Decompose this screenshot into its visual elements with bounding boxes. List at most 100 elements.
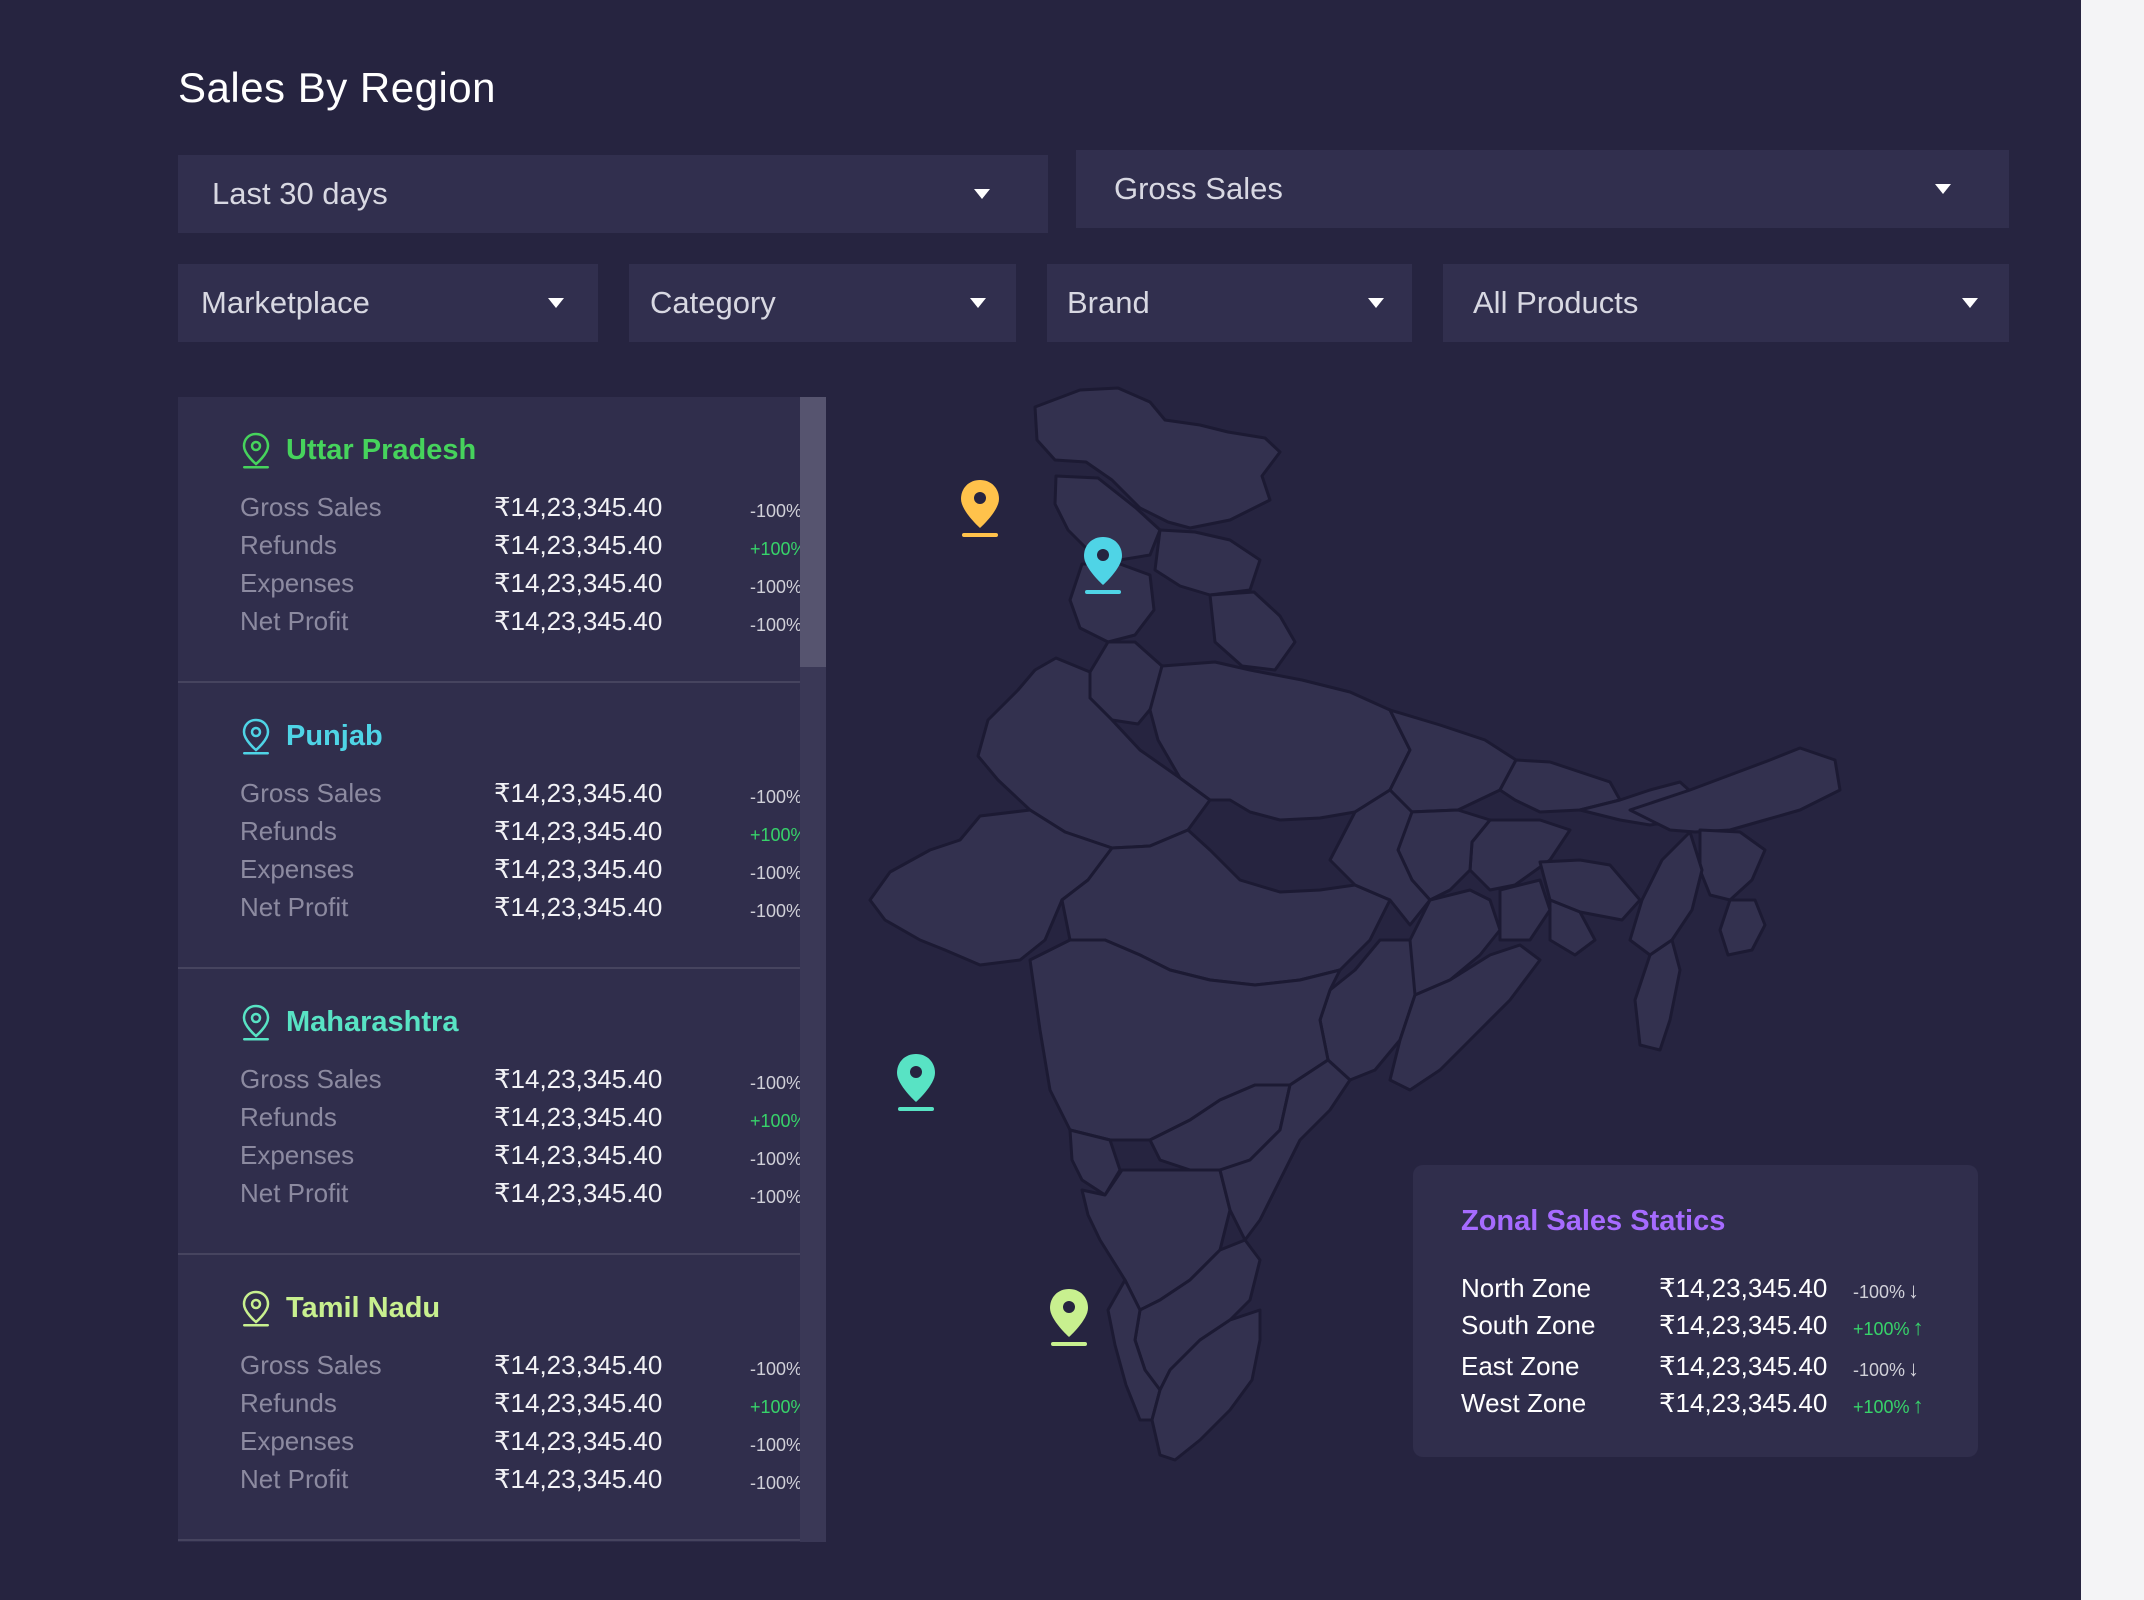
region-name: Maharashtra bbox=[286, 1005, 459, 1038]
caret-down-icon bbox=[1962, 298, 1978, 308]
zone-label: North Zone bbox=[1461, 1273, 1592, 1303]
change-percent: +100% bbox=[750, 825, 807, 845]
location-pin-icon bbox=[242, 432, 270, 469]
zonal-sales-title: Zonal Sales Statics bbox=[1461, 1205, 1726, 1237]
caret-down-icon bbox=[974, 189, 990, 199]
metric-value: ₹14,23,345.40 bbox=[494, 492, 663, 522]
metric-value: ₹14,23,345.40 bbox=[494, 1426, 663, 1456]
brand-select-value: Brand bbox=[1067, 285, 1150, 320]
region-name: Tamil Nadu bbox=[286, 1291, 441, 1324]
metric-row: Expenses₹14,23,345.40-100%↓ bbox=[240, 568, 816, 604]
region-card[interactable]: Uttar Pradesh Gross Sales ₹14,23,345.40 -10… bbox=[178, 397, 821, 683]
zone-label: East Zone bbox=[1461, 1351, 1580, 1381]
pin-center bbox=[250, 1012, 262, 1024]
metric-row: Refunds₹14,23,345.40+100%↑ bbox=[240, 1388, 821, 1424]
products-select-value: All Products bbox=[1473, 285, 1639, 320]
category-select-value: Category bbox=[650, 285, 776, 320]
region-card[interactable]: Maharashtra Gross Sales ₹14,23,345.40 -100%… bbox=[178, 969, 821, 1255]
zone-change: +100% ↑ bbox=[1853, 1393, 1924, 1419]
region-name: Uttar Pradesh bbox=[286, 433, 477, 466]
pin-outline bbox=[242, 718, 270, 752]
change-percent: -100% bbox=[750, 577, 803, 597]
metric-row: Gross Sales₹14,23,345.40-100%↓ bbox=[240, 492, 816, 528]
map-pin-maharashtra-icon[interactable] bbox=[894, 1052, 938, 1112]
pin-base bbox=[243, 1324, 269, 1327]
metric-value: ₹14,23,345.40 bbox=[494, 892, 663, 922]
zone-label: West Zone bbox=[1461, 1388, 1587, 1418]
brand-select[interactable]: Brand bbox=[1047, 264, 1412, 342]
metric-value: ₹14,23,345.40 bbox=[494, 1102, 663, 1132]
metric-row: Gross Sales₹14,23,345.40-100%↓ bbox=[240, 1064, 816, 1100]
products-select[interactable]: All Products bbox=[1443, 264, 2009, 342]
zone-row: North Zone ₹14,23,345.40 -100% ↓ bbox=[1461, 1273, 1961, 1309]
region-card[interactable]: Tamil Nadu Gross Sales₹14,23,345.40-100%↓… bbox=[178, 1255, 821, 1541]
change-percent: -100% bbox=[750, 501, 803, 521]
change-percent: -100% bbox=[750, 1359, 803, 1379]
location-pin-icon bbox=[242, 718, 270, 755]
region-header: Maharashtra bbox=[240, 1003, 458, 1041]
pin-center bbox=[250, 726, 262, 738]
location-pin-icon bbox=[242, 1290, 270, 1327]
pin-dot bbox=[1063, 1301, 1075, 1313]
category-select[interactable]: Category bbox=[629, 264, 1016, 342]
zone-value: ₹14,23,345.40 bbox=[1659, 1388, 1828, 1418]
zone-row: South Zone ₹14,23,345.40 +100% ↑ bbox=[1461, 1310, 1961, 1346]
zone-value: ₹14,23,345.40 bbox=[1659, 1273, 1828, 1303]
pin-dot bbox=[1097, 549, 1109, 561]
region-name: Punjab bbox=[286, 719, 383, 752]
metric-value: ₹14,23,345.40 bbox=[494, 1140, 663, 1170]
scrollbar[interactable] bbox=[800, 397, 826, 1542]
change-percent: -100% bbox=[750, 1149, 803, 1169]
metric-label: Refunds bbox=[240, 1102, 337, 1132]
arrow-down-icon: ↓ bbox=[1908, 1278, 1920, 1303]
metric-label: Net Profit bbox=[240, 1464, 349, 1494]
change-percent: +100% bbox=[1853, 1397, 1910, 1417]
zone-change: +100% ↑ bbox=[1853, 1315, 1924, 1341]
change-percent: -100% bbox=[750, 863, 803, 883]
metric-row: Gross Sales₹14,23,345.40-100%↓ bbox=[240, 1350, 816, 1386]
pin-outline bbox=[242, 432, 270, 466]
region-list[interactable]: Uttar Pradesh Gross Sales ₹14,23,345.40 -10… bbox=[178, 397, 826, 1542]
change-percent: -100% bbox=[750, 615, 803, 635]
map-pin-punjab-icon[interactable] bbox=[958, 478, 1002, 538]
metric-row: Net Profit₹14,23,345.40-100%↓ bbox=[240, 1178, 816, 1214]
metric-select[interactable]: Gross Sales bbox=[1076, 150, 2009, 228]
pin-dot bbox=[910, 1066, 922, 1078]
zone-value: ₹14,23,345.40 bbox=[1659, 1351, 1828, 1381]
map-pin-tamil-nadu-icon[interactable] bbox=[1047, 1287, 1091, 1347]
region-header: Tamil Nadu bbox=[240, 1289, 440, 1327]
map-pin-uttar-pradesh-icon[interactable] bbox=[1081, 535, 1125, 595]
metric-label: Refunds bbox=[240, 530, 337, 560]
india-map[interactable] bbox=[850, 380, 1910, 1480]
metric-label: Refunds bbox=[240, 816, 337, 846]
metric-row: Refunds₹14,23,345.40+100%↑ bbox=[240, 530, 821, 566]
metric-value: ₹14,23,345.40 bbox=[494, 778, 663, 808]
period-select[interactable]: Last 30 days bbox=[178, 155, 1048, 233]
change-percent: -100% bbox=[1853, 1282, 1906, 1302]
pin-center bbox=[250, 1298, 262, 1310]
pin-base bbox=[1085, 590, 1121, 594]
region-header: Uttar Pradesh bbox=[240, 431, 476, 469]
pin-base bbox=[243, 752, 269, 755]
pin-base bbox=[898, 1107, 934, 1111]
metric-value: ₹14,23,345.40 bbox=[494, 816, 663, 846]
caret-down-icon bbox=[1935, 184, 1951, 194]
change-percent: -100% bbox=[750, 1473, 803, 1493]
metric-label: Gross Sales bbox=[240, 1350, 382, 1380]
india-map-shape bbox=[868, 386, 1842, 1462]
change-percent: +100% bbox=[750, 539, 807, 559]
metric-value: ₹14,23,345.40 bbox=[494, 606, 663, 636]
zone-change: -100% ↓ bbox=[1853, 1356, 1919, 1382]
pin-dot bbox=[974, 492, 986, 504]
arrow-down-icon: ↓ bbox=[1908, 1356, 1920, 1381]
metric-row: Net Profit₹14,23,345.40-100%↓ bbox=[240, 892, 816, 928]
caret-down-icon bbox=[1368, 298, 1384, 308]
metric-value: ₹14,23,345.40 bbox=[494, 1464, 663, 1494]
zone-change: -100% ↓ bbox=[1853, 1278, 1919, 1304]
period-select-value: Last 30 days bbox=[212, 176, 388, 211]
scrollbar-thumb[interactable] bbox=[800, 397, 826, 667]
zone-label: South Zone bbox=[1461, 1310, 1596, 1340]
marketplace-select[interactable]: Marketplace bbox=[178, 264, 598, 342]
zone-value: ₹14,23,345.40 bbox=[1659, 1310, 1828, 1340]
